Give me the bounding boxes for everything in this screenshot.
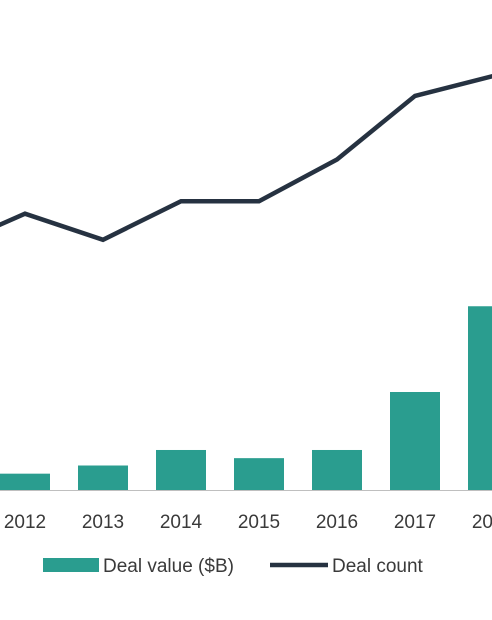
- x-axis-tick-labels: 20112012201320142015201620172018: [4, 512, 492, 533]
- bar-2014: [156, 449, 206, 490]
- x-tick-label-2017: 2017: [394, 512, 436, 533]
- bar-2017: [390, 392, 440, 490]
- legend: Deal value ($B) Deal count: [43, 556, 424, 577]
- bar-2016: [312, 449, 362, 490]
- x-tick-label-2018: 2018: [472, 512, 492, 533]
- bar-2018: [468, 306, 492, 490]
- bar-2015: [234, 458, 284, 490]
- legend-swatch-deal-value: [43, 558, 99, 572]
- bar-2012: [0, 473, 50, 490]
- x-tick-label-2012: 2012: [4, 512, 46, 533]
- legend-label-deal-value: Deal value ($B): [103, 556, 234, 577]
- x-tick-label-2013: 2013: [82, 512, 124, 533]
- x-tick-label-2015: 2015: [238, 512, 280, 533]
- bar-series-deal-value: [0, 306, 492, 490]
- bar-2013: [78, 465, 128, 490]
- line-series-deal-count: [0, 74, 492, 243]
- legend-label-deal-count: Deal count: [332, 556, 424, 577]
- x-tick-label-2016: 2016: [316, 512, 358, 533]
- x-tick-label-2014: 2014: [160, 512, 203, 533]
